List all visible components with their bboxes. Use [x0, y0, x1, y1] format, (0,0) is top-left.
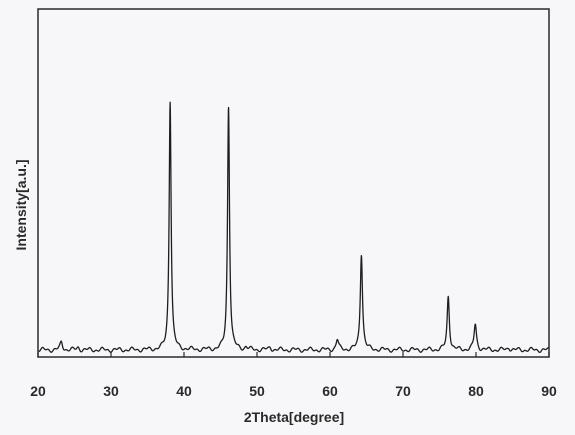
x-tick-label: 90: [541, 383, 557, 399]
x-tick-label: 80: [468, 383, 484, 399]
x-tick-label: 40: [176, 383, 192, 399]
x-tick-label: 50: [249, 383, 265, 399]
x-tick-label: 20: [30, 383, 46, 399]
plot-frame: [37, 8, 550, 358]
x-tick-label: 60: [322, 383, 338, 399]
x-tick-label: 70: [395, 383, 411, 399]
x-axis-label: 2Theta[degree]: [244, 409, 344, 425]
x-tick-label: 30: [103, 383, 119, 399]
y-axis-label: Intensity[a.u.]: [13, 159, 29, 250]
diffraction-pattern-line: [38, 101, 549, 354]
